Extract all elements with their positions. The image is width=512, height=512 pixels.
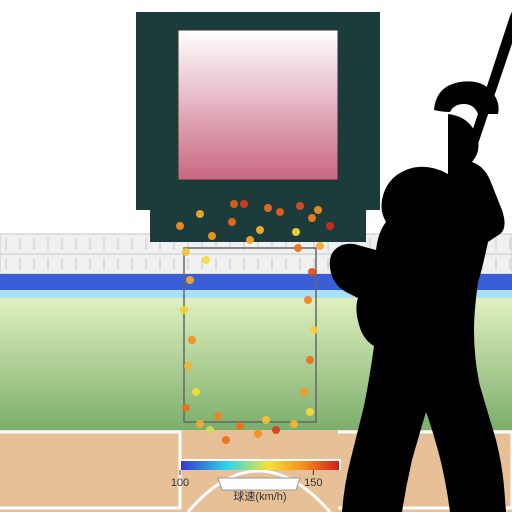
home-plate xyxy=(218,478,300,490)
pitch-dot xyxy=(296,202,304,210)
pitch-dot xyxy=(308,268,316,276)
pitch-dot xyxy=(276,208,284,216)
pitch-dot xyxy=(186,276,194,284)
pitch-dot xyxy=(228,218,236,226)
pitch-dot xyxy=(236,422,244,430)
pitch-dot xyxy=(208,232,216,240)
pitch-dot xyxy=(180,306,188,314)
pitch-dot xyxy=(176,222,184,230)
colorbar-tick: 100 xyxy=(171,477,189,489)
pitch-dot xyxy=(308,214,316,222)
pitch-dot xyxy=(316,242,324,250)
pitch-dot xyxy=(306,408,314,416)
pitch-dot xyxy=(294,244,302,252)
pitch-chart: 100 150 球速(km/h) xyxy=(0,0,512,512)
pitch-dot xyxy=(222,436,230,444)
pitch-dot xyxy=(202,256,210,264)
colorbar xyxy=(180,460,340,470)
pitch-dot xyxy=(196,210,204,218)
pitch-dot xyxy=(256,226,264,234)
pitch-dot xyxy=(214,412,222,420)
pitch-dot xyxy=(182,248,190,256)
scoreboard-screen xyxy=(178,30,338,180)
pitch-dot xyxy=(246,236,254,244)
pitch-dot xyxy=(188,336,196,344)
pitch-dot xyxy=(206,426,214,434)
pitch-dot xyxy=(264,204,272,212)
pitch-dot xyxy=(254,430,262,438)
pitch-dot xyxy=(290,420,298,428)
pitch-dot xyxy=(292,228,300,236)
pitch-dot xyxy=(192,388,200,396)
pitch-dot xyxy=(230,200,238,208)
pitch-dot xyxy=(196,420,204,428)
pitch-dot xyxy=(184,362,192,370)
pitch-dot xyxy=(182,404,190,412)
colorbar-label: 球速(km/h) xyxy=(233,489,286,503)
pitch-dot xyxy=(262,416,270,424)
pitch-dot xyxy=(314,206,322,214)
pitch-dot xyxy=(326,222,334,230)
pitch-dot xyxy=(272,426,280,434)
pitch-dot xyxy=(240,200,248,208)
pitch-dot xyxy=(306,356,314,364)
colorbar-tick: 150 xyxy=(304,477,322,489)
pitch-dot xyxy=(300,388,308,396)
pitch-dot xyxy=(304,296,312,304)
pitch-dot xyxy=(310,326,318,334)
